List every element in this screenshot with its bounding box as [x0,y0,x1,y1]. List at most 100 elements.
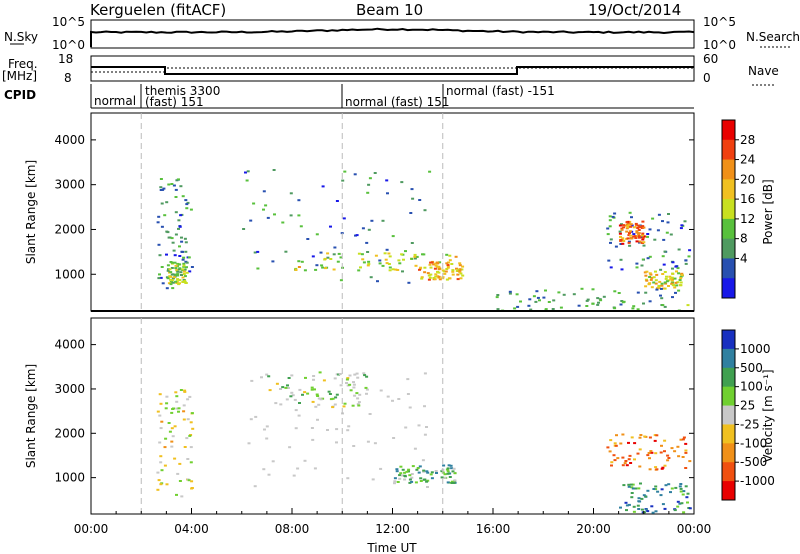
power-data-cell [428,263,432,266]
velocity-data-cell [335,428,339,431]
power-data-cell [620,227,624,230]
velocity-data-cell [627,485,631,488]
power-data-cell [641,225,645,228]
power-data-cell [636,224,640,227]
velocity-data-cell [379,389,383,392]
power-colorbar-swatch [722,199,735,220]
power-data-cell [458,271,462,273]
velocity-data-cell [684,451,688,454]
velocity-colorbar-swatch [722,386,735,407]
velocity-data-cell [403,471,407,474]
power-data-cell [167,183,171,186]
power-data-cell [170,267,174,269]
power-data-cell [385,248,389,251]
cpid-segment-themis-fast: (fast) 151 [145,95,204,109]
power-data-cell [687,255,691,258]
power-data-cell [385,262,389,265]
power-colorbar-swatch [722,139,735,161]
cpid-row: CPID normal themis 3300 (fast) 151 norma… [4,84,694,109]
velocity-data-cell [267,473,271,476]
velocity-data-cell [298,388,302,391]
power-data-cell [271,260,275,263]
velocity-data-cell [682,490,686,493]
power-data-cell [383,252,387,255]
velocity-data-cell [393,477,397,480]
power-data-cell [182,264,186,267]
power-data-cell [445,253,449,256]
velocity-data-cell [183,446,187,448]
power-data-cell [642,302,645,305]
velocity-data-cell [651,511,655,514]
power-data-cell [688,249,692,252]
velocity-data-cell [353,373,357,376]
velocity-data-cell [621,456,625,459]
power-data-cell [396,269,400,271]
velocity-data-cell [655,434,659,437]
velocity-data-cell [422,469,426,472]
velocity-data-cell [313,388,316,391]
velocity-data-cell [684,442,688,445]
velocity-data-cell [637,508,641,510]
power-data-cell [319,251,323,254]
power-data-cell [410,257,414,260]
velocity-data-cell [670,487,674,490]
power-data-cell [370,219,374,222]
nave-label: Nave [748,64,779,78]
velocity-colorbar-tick-label: -500 [740,455,767,469]
power-data-cell [628,220,632,223]
power-data-cell [172,184,176,187]
velocity-data-cell [452,482,456,484]
date-title: 19/Oct/2014 [588,1,681,19]
velocity-data-cell [403,474,407,477]
velocity-data-cell [673,450,677,453]
velocity-data-cell [453,479,457,482]
velocity-data-cell [164,437,168,440]
power-data-cell [182,256,186,259]
power-data-cell [609,266,613,269]
power-data-cell [160,202,164,205]
power-data-cell [159,276,163,279]
velocity-data-cell [646,510,650,513]
power-data-cell [360,253,364,256]
velocity-data-cell [679,490,683,493]
power-data-cell [572,293,576,296]
velocity-data-cell [406,378,410,381]
velocity-data-cell [669,491,672,494]
power-data-cell [618,232,622,235]
power-data-cell [602,295,606,298]
power-data-cell [172,276,176,279]
power-data-cell [315,233,319,236]
power-data-cell [679,227,683,230]
velocity-data-cell [178,462,182,465]
velocity-data-cell [678,485,682,488]
velocity-data-cell [286,384,289,387]
velocity-data-cell [632,510,636,513]
velocity-data-cell [404,426,408,429]
power-data-cell [591,288,595,291]
velocity-data-cell [441,471,445,474]
velocity-data-cell [174,391,178,394]
velocity-data-cell [430,477,434,480]
power-data-cell [434,264,438,267]
velocity-data-cell [654,452,658,455]
power-data-cell [434,275,438,278]
cpid-segment-normal: normal [94,94,136,108]
power-data-cell [184,281,187,284]
velocity-data-cell [642,494,646,497]
velocity-data-cell [170,445,174,448]
power-colorbar-swatch [722,258,735,279]
velocity-data-cell [253,485,257,488]
velocity-data-cell [339,384,343,387]
power-data-cell [680,274,684,276]
power-data-cell [665,280,669,283]
velocity-colorbar: 1000 500 100 25 -25 -100 -500 -1000 [721,329,775,501]
power-data-cell [413,257,417,260]
power-data-cell [655,273,659,276]
power-data-cell [648,272,652,275]
velocity-data-cell [333,377,337,380]
power-data-cell [643,271,647,274]
velocity-data-cell [434,470,438,472]
power-data-cell [429,261,433,264]
velocity-data-cell [666,454,670,457]
velocity-data-cell [648,436,652,439]
